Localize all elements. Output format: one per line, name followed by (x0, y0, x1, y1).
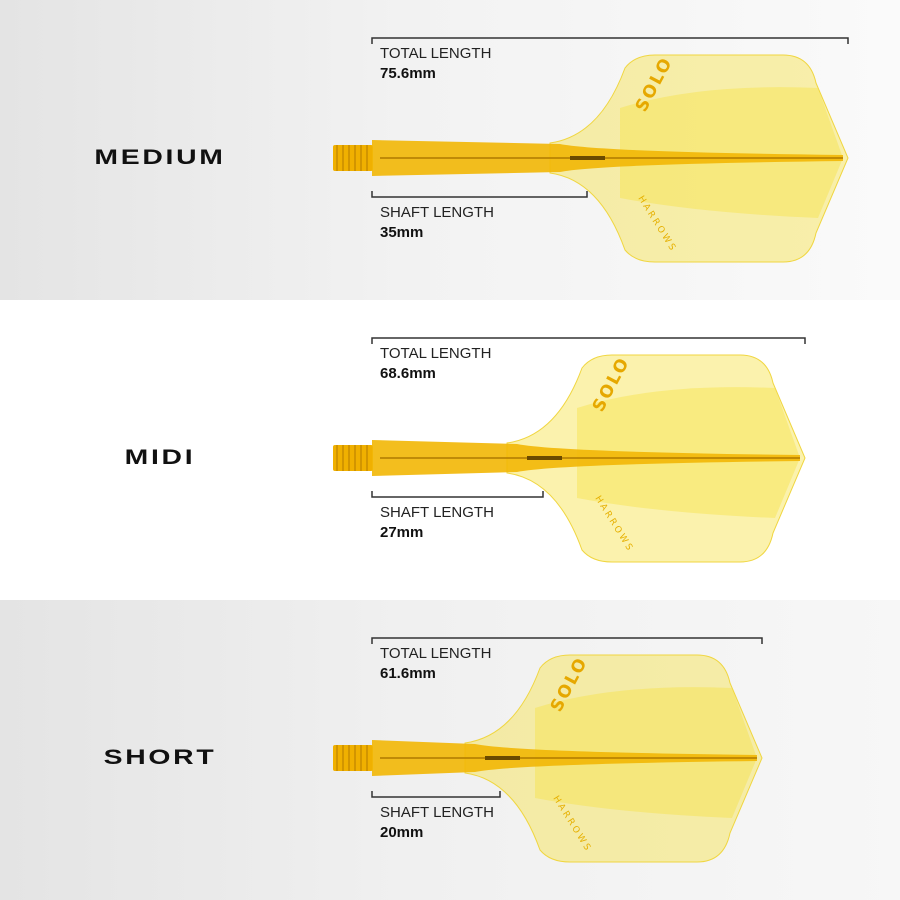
variant-short: SOLO HARROWS SHORT TOTAL LENGTH 61.6mm SHA… (0, 600, 900, 900)
shaft-length-value: 27mm (380, 524, 424, 541)
shaft-slot (570, 156, 605, 160)
shaft-length-bracket (371, 191, 588, 198)
shaft-length-value: 35mm (380, 224, 424, 241)
total-length-bracket (371, 37, 849, 44)
shaft-length-bracket (371, 491, 544, 498)
shaft-length-label: SHAFT LENGTH (380, 204, 494, 221)
total-length-value: 68.6mm (380, 365, 436, 382)
flight-inner-band (620, 87, 843, 218)
flight-inner-band (535, 687, 757, 818)
total-length-bracket (371, 637, 763, 644)
shaft-length: SHAFT LENGTH 35mm (380, 203, 494, 243)
total-length-label: TOTAL LENGTH (380, 645, 492, 662)
total-length: TOTAL LENGTH 61.6mm (380, 644, 491, 684)
variant-midi: SOLO HARROWS MIDI TOTAL LENGTH 68.6mm SHAF… (0, 300, 900, 600)
size-label: MIDI (124, 446, 196, 469)
total-length: TOTAL LENGTH 75.6mm (380, 44, 491, 84)
size-label: SHORT (103, 746, 217, 769)
total-length-label: TOTAL LENGTH (380, 345, 492, 362)
shaft-length-label: SHAFT LENGTH (380, 504, 494, 521)
shaft-length: SHAFT LENGTH 27mm (380, 503, 494, 543)
total-length-value: 61.6mm (380, 665, 436, 682)
size-label: MEDIUM (94, 146, 226, 169)
total-length-bracket (371, 337, 806, 344)
shaft-length: SHAFT LENGTH 20mm (380, 803, 494, 843)
shaft-length-bracket (371, 791, 501, 798)
shaft-slot (527, 456, 562, 460)
total-length-value: 75.6mm (380, 65, 436, 82)
shaft-length-value: 20mm (380, 824, 424, 841)
total-length-label: TOTAL LENGTH (380, 45, 492, 62)
shaft-slot (485, 756, 520, 760)
total-length: TOTAL LENGTH 68.6mm (380, 344, 491, 384)
variant-medium: SOLO HARROWS MEDIUM TOTAL LENGTH 75.6mm SH… (0, 0, 900, 300)
shaft-length-label: SHAFT LENGTH (380, 804, 494, 821)
flight-inner-band (577, 387, 800, 518)
